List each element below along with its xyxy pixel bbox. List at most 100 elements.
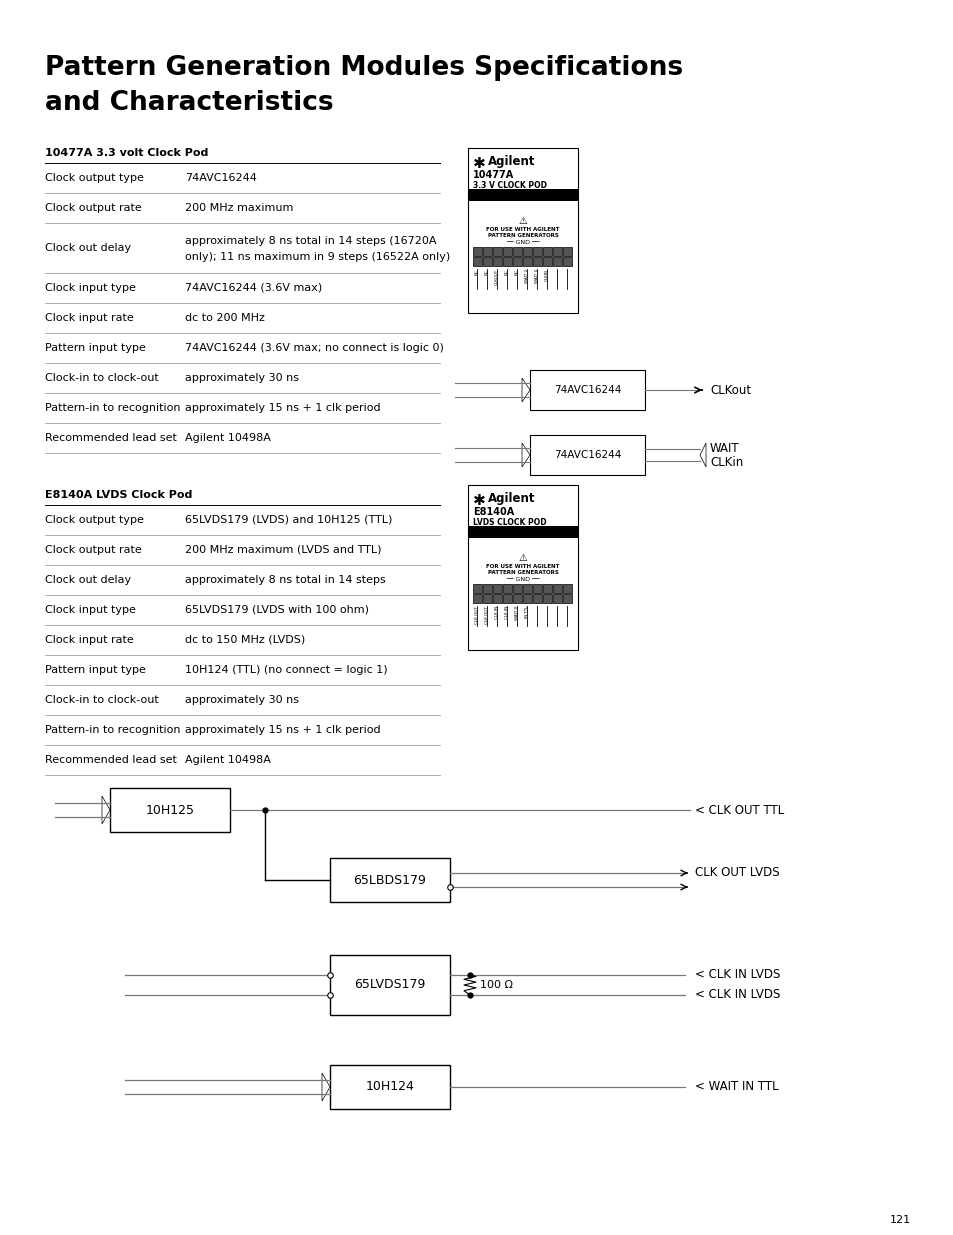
- Bar: [553, 257, 561, 266]
- Text: PATTERN GENERATORS: PATTERN GENERATORS: [487, 571, 558, 576]
- Bar: [513, 594, 521, 603]
- Text: Pattern Generation Modules Specifications: Pattern Generation Modules Specification…: [45, 56, 682, 82]
- Text: 10477A: 10477A: [473, 170, 514, 180]
- Bar: [468, 148, 578, 312]
- Text: 74AVC16244: 74AVC16244: [554, 385, 620, 395]
- Text: PATTERN GENERATORS: PATTERN GENERATORS: [487, 233, 558, 238]
- Text: NC: NC: [484, 269, 489, 275]
- Text: NC: NC: [515, 269, 518, 275]
- Text: IN TTL: IN TTL: [524, 606, 529, 619]
- Bar: [542, 594, 552, 603]
- Text: CLKIN: CLKIN: [544, 269, 548, 280]
- Text: 74AVC16244: 74AVC16244: [185, 173, 256, 183]
- Bar: [522, 247, 532, 256]
- Bar: [513, 247, 521, 256]
- Bar: [473, 257, 481, 266]
- Text: CLK IN: CLK IN: [495, 606, 498, 619]
- Text: CLK OUT: CLK OUT: [484, 606, 489, 624]
- Bar: [562, 247, 572, 256]
- Text: CLK OUT: CLK OUT: [475, 606, 478, 624]
- Bar: [473, 594, 481, 603]
- Text: ✱: ✱: [473, 493, 485, 508]
- Text: approximately 30 ns: approximately 30 ns: [185, 373, 298, 383]
- Text: CLKin: CLKin: [709, 456, 742, 468]
- Text: CLKout: CLKout: [709, 384, 750, 396]
- Polygon shape: [521, 378, 530, 403]
- Text: Clock out delay: Clock out delay: [45, 243, 131, 253]
- Text: LVDS CLOCK POD: LVDS CLOCK POD: [473, 517, 546, 527]
- Text: Clock-in to clock-out: Clock-in to clock-out: [45, 373, 158, 383]
- Text: ⚠: ⚠: [518, 216, 527, 226]
- Bar: [502, 257, 512, 266]
- Bar: [562, 594, 572, 603]
- Text: 74AVC16244 (3.6V max; no connect is logic 0): 74AVC16244 (3.6V max; no connect is logi…: [185, 343, 443, 353]
- Text: CLK IN: CLK IN: [504, 606, 509, 619]
- Text: 200 MHz maximum: 200 MHz maximum: [185, 203, 294, 212]
- Text: < CLK IN LVDS: < CLK IN LVDS: [695, 968, 780, 982]
- Bar: [502, 594, 512, 603]
- Bar: [542, 257, 552, 266]
- Bar: [482, 584, 492, 593]
- Text: approximately 15 ns + 1 clk period: approximately 15 ns + 1 clk period: [185, 725, 380, 735]
- Text: ✱: ✱: [473, 156, 485, 170]
- Bar: [493, 257, 501, 266]
- Text: Clock-in to clock-out: Clock-in to clock-out: [45, 695, 158, 705]
- Text: 65LBDS179: 65LBDS179: [354, 873, 426, 887]
- Text: 121: 121: [888, 1215, 909, 1225]
- Text: FOR USE WITH AGILENT: FOR USE WITH AGILENT: [486, 227, 559, 232]
- Bar: [330, 1065, 450, 1109]
- Text: WAIT 0: WAIT 0: [515, 606, 518, 620]
- Bar: [533, 584, 541, 593]
- Text: Clock input rate: Clock input rate: [45, 312, 133, 324]
- Text: approximately 30 ns: approximately 30 ns: [185, 695, 298, 705]
- Text: and Characteristics: and Characteristics: [45, 90, 334, 116]
- Text: 65LVDS179 (LVDS) and 10H125 (TTL): 65LVDS179 (LVDS) and 10H125 (TTL): [185, 515, 392, 525]
- Text: 10477A 3.3 volt Clock Pod: 10477A 3.3 volt Clock Pod: [45, 148, 208, 158]
- Bar: [562, 257, 572, 266]
- Text: Recommended lead set: Recommended lead set: [45, 755, 176, 764]
- Bar: [513, 257, 521, 266]
- Polygon shape: [322, 1073, 330, 1100]
- Text: 10H125: 10H125: [146, 804, 194, 816]
- Polygon shape: [521, 443, 530, 467]
- Text: Agilent 10498A: Agilent 10498A: [185, 433, 271, 443]
- Text: Recommended lead set: Recommended lead set: [45, 433, 176, 443]
- Bar: [468, 526, 578, 538]
- Text: Agilent 10498A: Agilent 10498A: [185, 755, 271, 764]
- Text: < WAIT IN TTL: < WAIT IN TTL: [695, 1081, 778, 1093]
- Text: 74AVC16244 (3.6V max): 74AVC16244 (3.6V max): [185, 283, 322, 293]
- Bar: [562, 584, 572, 593]
- Text: E8140A LVDS Clock Pod: E8140A LVDS Clock Pod: [45, 490, 193, 500]
- Text: Agilent: Agilent: [488, 156, 535, 168]
- Text: approximately 8 ns total in 14 steps: approximately 8 ns total in 14 steps: [185, 576, 385, 585]
- Bar: [502, 247, 512, 256]
- Bar: [553, 584, 561, 593]
- Text: < CLK IN LVDS: < CLK IN LVDS: [695, 988, 780, 1002]
- Text: Clock output type: Clock output type: [45, 515, 144, 525]
- Text: Clock input rate: Clock input rate: [45, 635, 133, 645]
- Bar: [482, 257, 492, 266]
- Bar: [553, 247, 561, 256]
- Bar: [330, 858, 450, 902]
- Text: Clock out delay: Clock out delay: [45, 576, 131, 585]
- Text: Agilent: Agilent: [488, 492, 535, 505]
- Bar: [468, 189, 578, 201]
- Text: NC: NC: [475, 269, 478, 275]
- Text: ── GND ──: ── GND ──: [506, 240, 539, 245]
- Bar: [482, 247, 492, 256]
- Bar: [502, 584, 512, 593]
- Text: ── GND ──: ── GND ──: [506, 577, 539, 582]
- Bar: [522, 594, 532, 603]
- Text: Pattern-in to recognition: Pattern-in to recognition: [45, 403, 180, 412]
- Text: < CLK OUT TTL: < CLK OUT TTL: [695, 804, 783, 816]
- Bar: [553, 594, 561, 603]
- Text: WAIT 0: WAIT 0: [535, 269, 538, 283]
- Text: Clock input type: Clock input type: [45, 283, 135, 293]
- Text: dc to 200 MHz: dc to 200 MHz: [185, 312, 265, 324]
- Bar: [493, 594, 501, 603]
- Bar: [530, 370, 644, 410]
- Text: only); 11 ns maximum in 9 steps (16522A only): only); 11 ns maximum in 9 steps (16522A …: [185, 252, 450, 262]
- Bar: [330, 955, 450, 1015]
- Text: 65LVDS179 (LVDS with 100 ohm): 65LVDS179 (LVDS with 100 ohm): [185, 605, 369, 615]
- Bar: [513, 584, 521, 593]
